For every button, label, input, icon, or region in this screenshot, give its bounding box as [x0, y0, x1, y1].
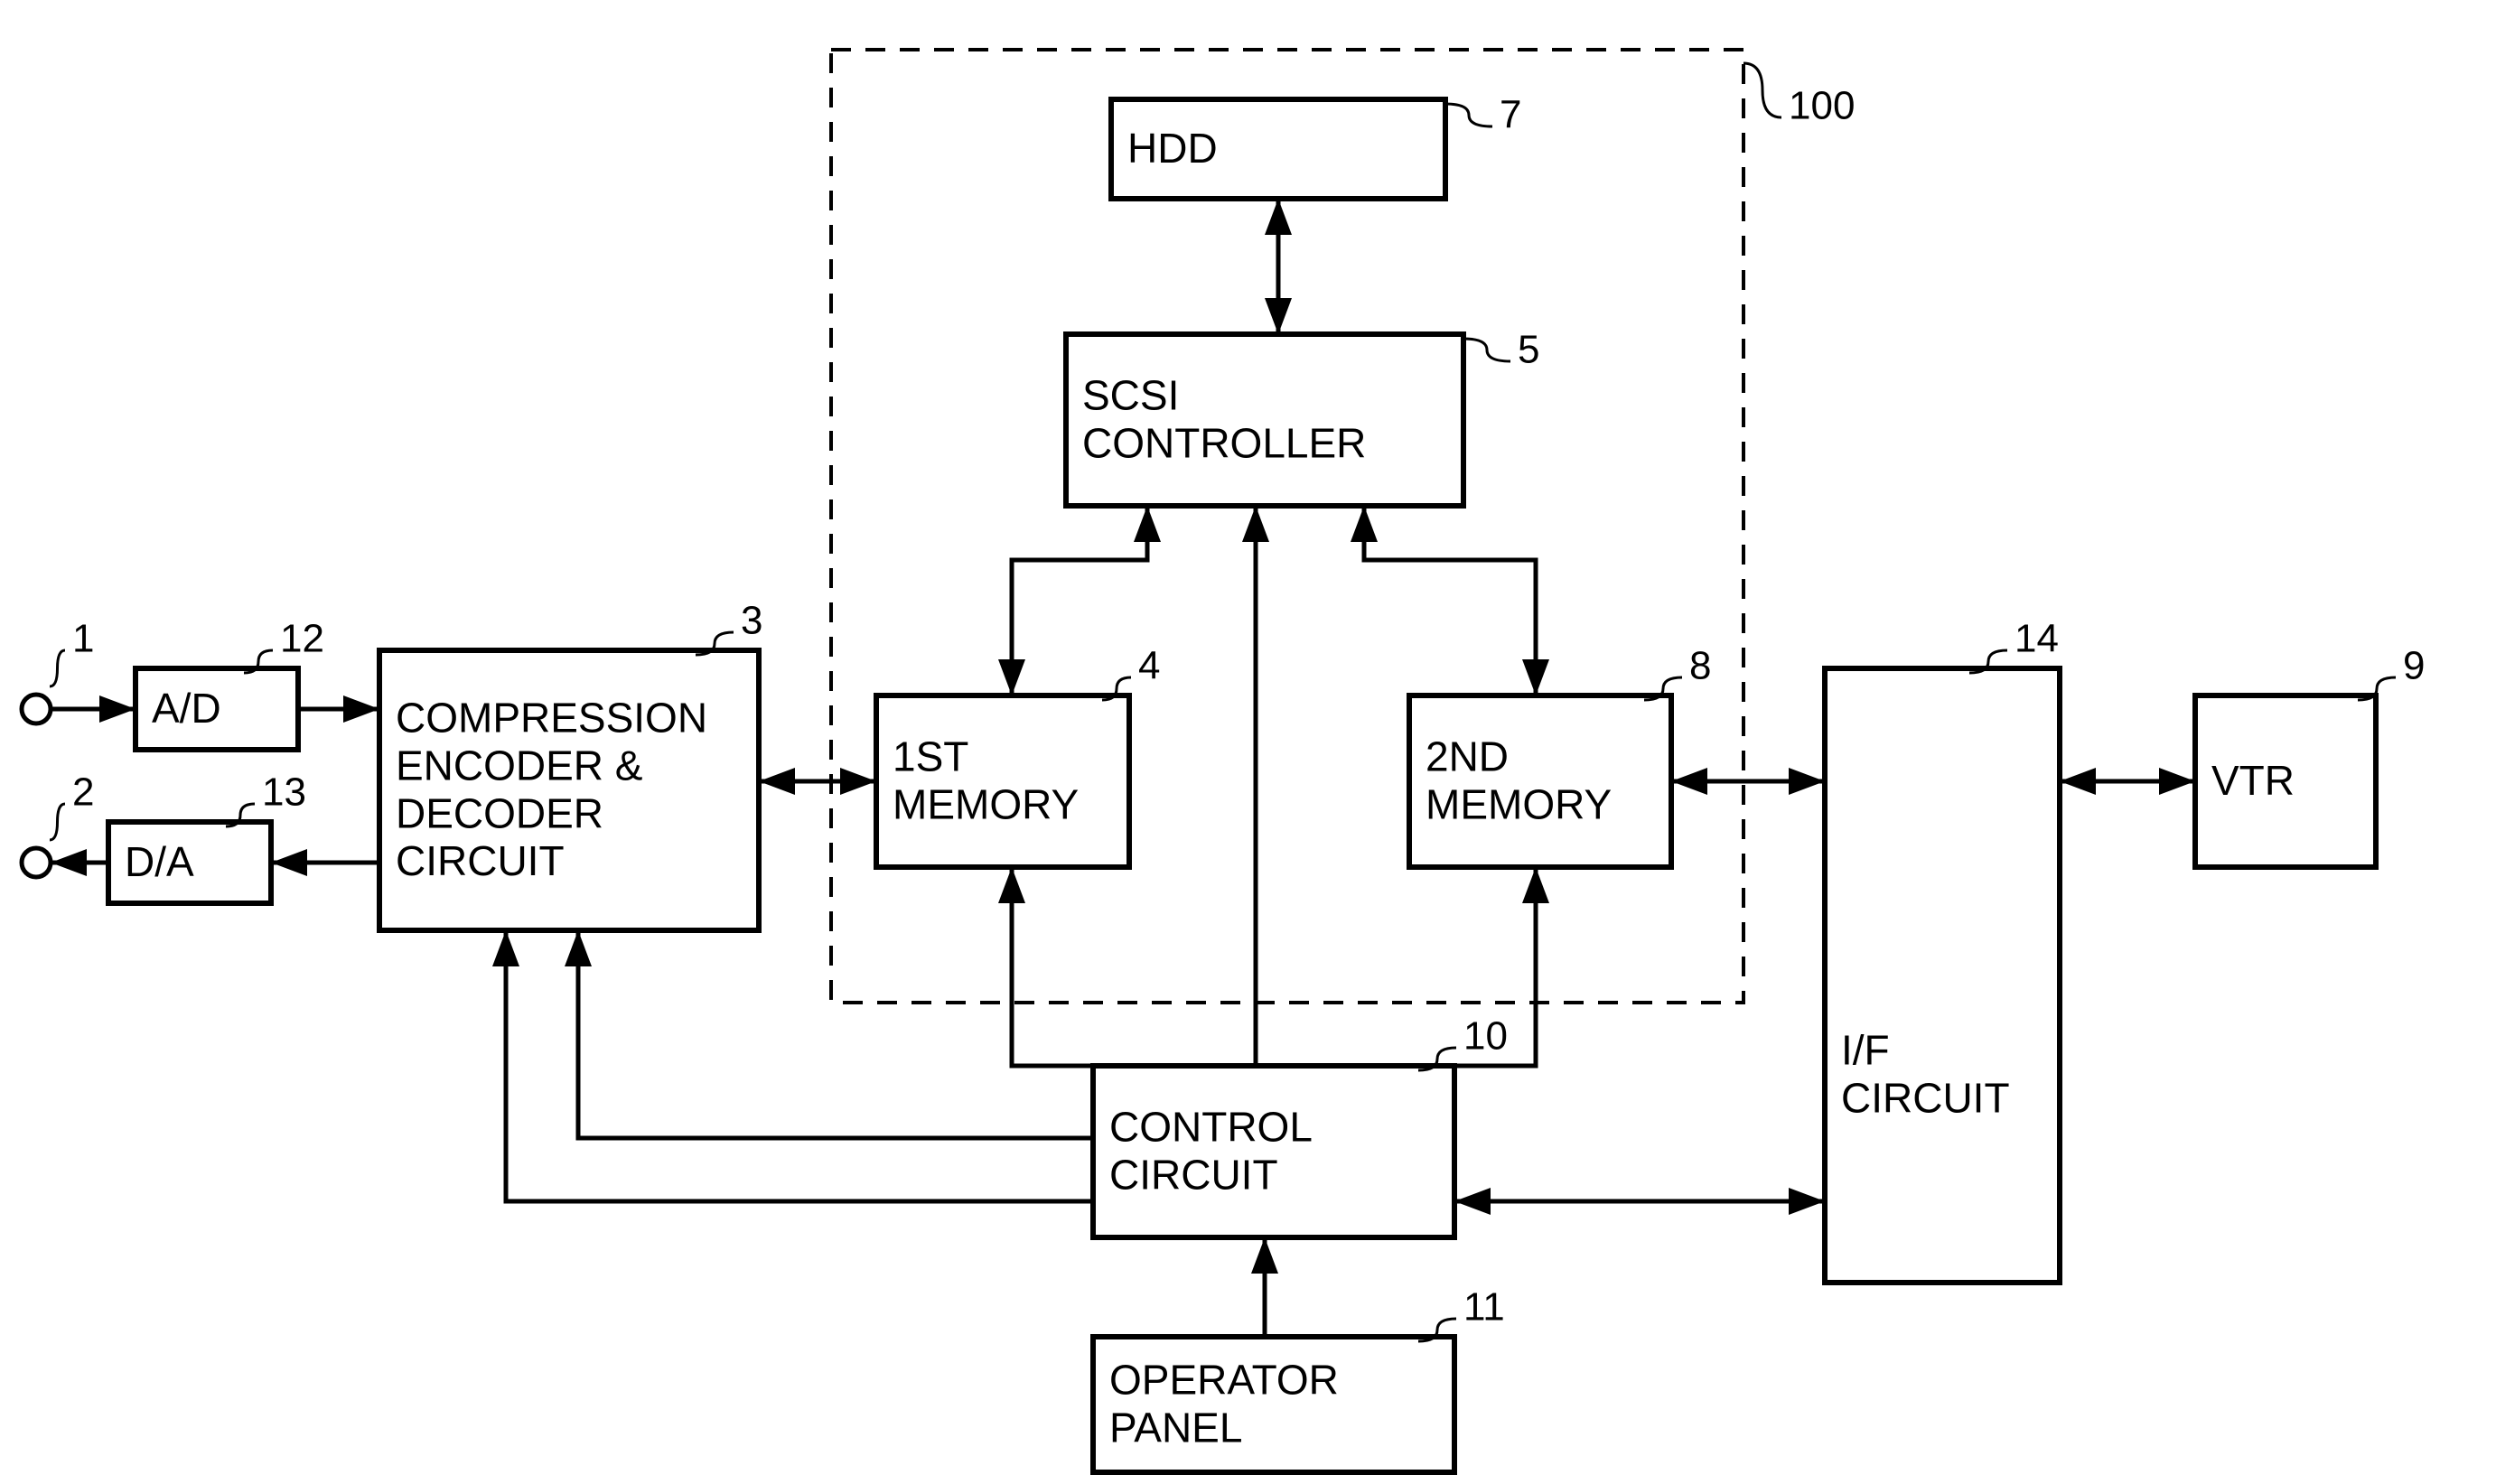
block-ifc: I/FCIRCUIT [1825, 668, 2060, 1283]
block-ifc-label: I/F [1841, 1027, 1890, 1074]
block-vtr-label: VTR [2211, 757, 2295, 804]
block-scsi: SCSICONTROLLER [1066, 334, 1463, 506]
block-codec-label: ENCODER & [396, 742, 642, 789]
ref-label: 3 [741, 599, 762, 643]
block-ad: A/D [136, 668, 298, 750]
edge-ctrl-codec-b [506, 930, 1093, 1201]
ref-label: 5 [1518, 328, 1539, 372]
block-diagram: 100HDDSCSICONTROLLER1STMEMORY2NDMEMORYCO… [0, 0, 2496, 1484]
block-hdd-label: HDD [1127, 125, 1218, 172]
edge-ctrl-mem1 [1012, 867, 1138, 1066]
ref-label: 100 [1789, 84, 1855, 128]
block-mem2-label: MEMORY [1426, 780, 1612, 827]
ref-label: 10 [1463, 1014, 1508, 1059]
ref-label: 2 [72, 770, 94, 815]
block-vtr: VTR [2195, 695, 2376, 867]
block-mem2-label: 2ND [1426, 733, 1509, 779]
block-scsi-label: CONTROLLER [1082, 419, 1366, 466]
edge-ctrl-mem2 [1382, 867, 1536, 1066]
terminal-t2 [22, 848, 51, 877]
ref-label: 11 [1463, 1285, 1505, 1330]
block-codec-label: CIRCUIT [396, 837, 565, 884]
ref-label: 8 [1689, 644, 1711, 688]
block-panel-label: PANEL [1109, 1404, 1242, 1451]
ref-label: 14 [2015, 617, 2059, 661]
block-mem1-label: 1ST [893, 733, 968, 779]
ref-label: 9 [2403, 644, 2425, 688]
ref-label: 4 [1138, 644, 1160, 688]
edge-scsi-mem1 [1012, 506, 1147, 695]
block-ctrl-label: CIRCUIT [1109, 1151, 1278, 1198]
block-panel: OPERATORPANEL [1093, 1337, 1454, 1472]
terminal-t1 [22, 695, 51, 723]
block-codec: COMPRESSIONENCODER &DECODERCIRCUIT [379, 650, 759, 930]
block-ctrl: CONTROLCIRCUIT [1093, 1066, 1454, 1237]
block-ad-label: A/D [152, 685, 221, 732]
ref-label: 13 [262, 770, 306, 815]
ref-label: 1 [72, 617, 94, 661]
block-codec-label: COMPRESSION [396, 694, 707, 741]
edge-ctrl-codec-a [578, 930, 1093, 1138]
block-mem1-label: MEMORY [893, 780, 1079, 827]
block-scsi-label: SCSI [1082, 371, 1179, 418]
block-hdd: HDD [1111, 99, 1445, 199]
block-mem2: 2NDMEMORY [1409, 695, 1671, 867]
ref-label: 7 [1500, 93, 1521, 137]
edge-scsi-mem2 [1364, 506, 1536, 695]
block-panel-label: OPERATOR [1109, 1356, 1339, 1403]
block-ctrl-label: CONTROL [1109, 1103, 1313, 1150]
block-codec-label: DECODER [396, 789, 603, 836]
ref-label: 12 [280, 617, 324, 661]
block-ifc-label: CIRCUIT [1841, 1075, 2010, 1122]
block-da: D/A [108, 822, 271, 903]
block-mem1: 1STMEMORY [876, 695, 1129, 867]
block-da-label: D/A [125, 838, 194, 885]
